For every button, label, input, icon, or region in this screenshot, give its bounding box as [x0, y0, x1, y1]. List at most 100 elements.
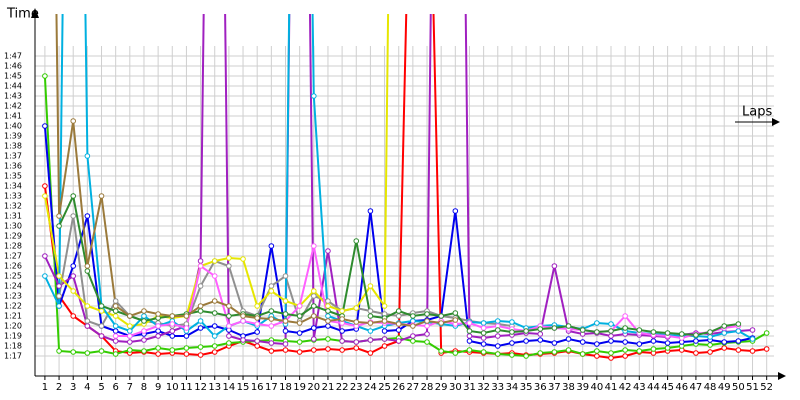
point: [523, 328, 529, 334]
point: [367, 313, 374, 319]
point: [721, 339, 728, 345]
point: [664, 340, 671, 346]
point: [353, 319, 360, 325]
point: [226, 263, 232, 269]
x-tick-label: 6: [112, 382, 118, 393]
point: [452, 208, 459, 214]
point: [98, 323, 105, 329]
point: [112, 308, 119, 314]
x-tick-label: 34: [506, 382, 519, 393]
point: [84, 263, 91, 269]
point: [565, 347, 572, 353]
point: [155, 328, 161, 334]
point: [466, 328, 473, 334]
point: [296, 320, 303, 326]
x-tick-label: 45: [661, 382, 674, 393]
x-tick-label: 12: [194, 382, 207, 393]
point: [494, 318, 501, 324]
point: [197, 344, 204, 350]
point: [678, 331, 685, 337]
point: [197, 263, 204, 269]
point: [56, 213, 62, 219]
point: [268, 288, 275, 294]
y-tick-label: 1:22: [4, 302, 22, 311]
point: [707, 334, 713, 340]
point: [254, 329, 260, 335]
y-tick-label: 1:47: [4, 52, 22, 61]
point: [721, 345, 728, 351]
point: [42, 123, 48, 129]
point: [608, 321, 614, 327]
point: [494, 351, 501, 357]
x-tick-label: 8: [141, 382, 147, 393]
point: [296, 313, 303, 319]
point: [56, 348, 62, 354]
point: [608, 350, 614, 356]
point: [410, 338, 416, 344]
point: [452, 350, 459, 356]
point: [197, 308, 204, 314]
point: [650, 346, 657, 352]
y-tick-label: 1:17: [4, 352, 22, 361]
point: [325, 318, 331, 324]
x-tick-label: 43: [633, 382, 646, 393]
point: [42, 183, 48, 189]
x-axis-arrow: [778, 372, 786, 380]
y-tick-label: 1:37: [4, 152, 22, 161]
point: [480, 335, 487, 341]
point: [282, 318, 289, 324]
point: [395, 313, 402, 319]
x-tick-label: 18: [279, 382, 292, 393]
point: [367, 350, 374, 356]
point: [311, 243, 317, 249]
point: [367, 308, 374, 314]
point: [254, 303, 260, 309]
point: [141, 337, 147, 343]
point: [763, 346, 770, 352]
point: [42, 273, 48, 279]
y-tick-label: 1:43: [4, 92, 22, 101]
point: [112, 313, 119, 319]
point: [56, 293, 62, 299]
y-tick-label: 1:20: [4, 322, 22, 331]
point: [353, 238, 360, 244]
point: [98, 333, 105, 339]
point: [169, 328, 176, 334]
point: [84, 318, 91, 324]
point: [141, 328, 147, 334]
point: [608, 338, 614, 344]
point: [395, 308, 402, 314]
y-tick-label: 1:44: [4, 82, 22, 91]
point: [70, 193, 77, 199]
x-tick-label: 9: [155, 382, 161, 393]
point: [84, 323, 91, 329]
point: [211, 298, 218, 304]
point: [311, 93, 317, 99]
x-tick-label: 44: [647, 382, 660, 393]
point: [84, 303, 91, 309]
point: [381, 318, 388, 324]
x-tick-label: 11: [180, 382, 193, 393]
y-tick-label: 1:46: [4, 62, 22, 71]
point: [183, 325, 190, 331]
point: [240, 318, 246, 324]
point: [735, 338, 742, 344]
point: [325, 298, 331, 304]
y-tick-label: 1:23: [4, 292, 22, 301]
point: [240, 256, 246, 262]
x-tick-label: 31: [463, 382, 476, 393]
point: [311, 288, 317, 294]
point: [311, 303, 317, 309]
point: [693, 350, 699, 356]
y-tick-label: 1:30: [4, 222, 22, 231]
x-tick-label: 50: [732, 382, 745, 393]
x-tick-label: 35: [520, 382, 533, 393]
point: [268, 308, 275, 314]
x-tick-label: 4: [84, 382, 90, 393]
point: [112, 333, 119, 339]
series-line: [43, 14, 390, 328]
point: [763, 330, 770, 336]
point: [70, 213, 77, 219]
point: [70, 313, 77, 319]
x-tick-label: 47: [690, 382, 703, 393]
